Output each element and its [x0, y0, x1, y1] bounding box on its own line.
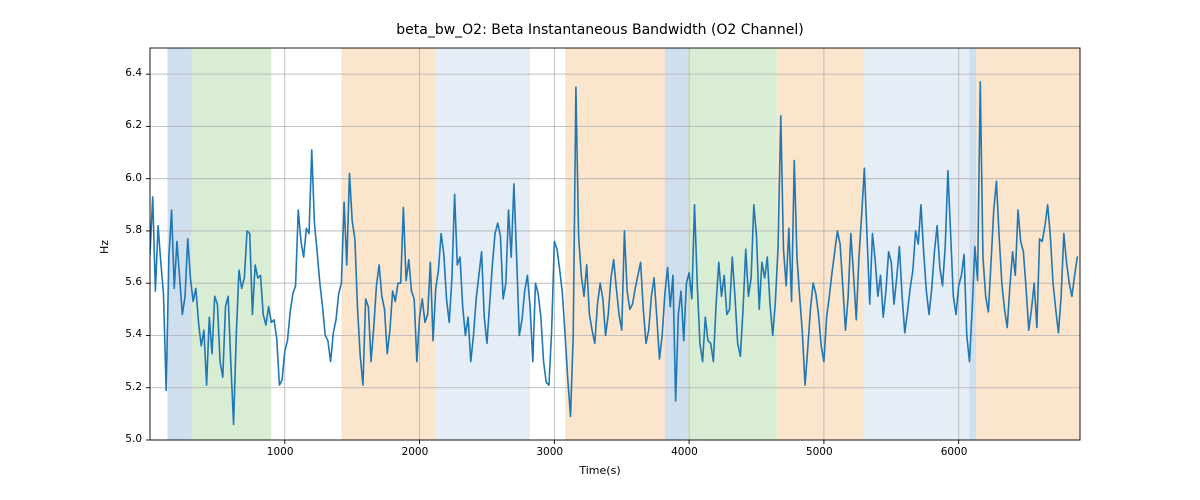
chart-figure: beta_bw_O2: Beta Instantaneous Bandwidth…: [0, 0, 1200, 500]
chart-title: beta_bw_O2: Beta Instantaneous Bandwidth…: [0, 22, 1200, 38]
y-tick-label: 6.2: [125, 119, 142, 131]
x-axis-label: Time(s): [0, 464, 1200, 477]
x-tick-label: 2000: [402, 446, 429, 458]
x-tick-label: 4000: [671, 446, 698, 458]
y-tick-label: 5.4: [125, 328, 142, 340]
x-tick-label: 1000: [267, 446, 294, 458]
y-tick-label: 5.6: [125, 276, 142, 288]
y-tick-label: 6.0: [125, 172, 142, 184]
y-tick-label: 5.2: [125, 381, 142, 393]
x-tick-label: 5000: [806, 446, 833, 458]
plot-area: [0, 0, 1200, 500]
y-tick-label: 5.0: [125, 433, 142, 445]
x-tick-label: 6000: [941, 446, 968, 458]
y-axis-label: Hz: [98, 240, 111, 254]
y-tick-label: 5.8: [125, 224, 142, 236]
x-tick-label: 3000: [536, 446, 563, 458]
y-tick-label: 6.4: [125, 67, 142, 79]
